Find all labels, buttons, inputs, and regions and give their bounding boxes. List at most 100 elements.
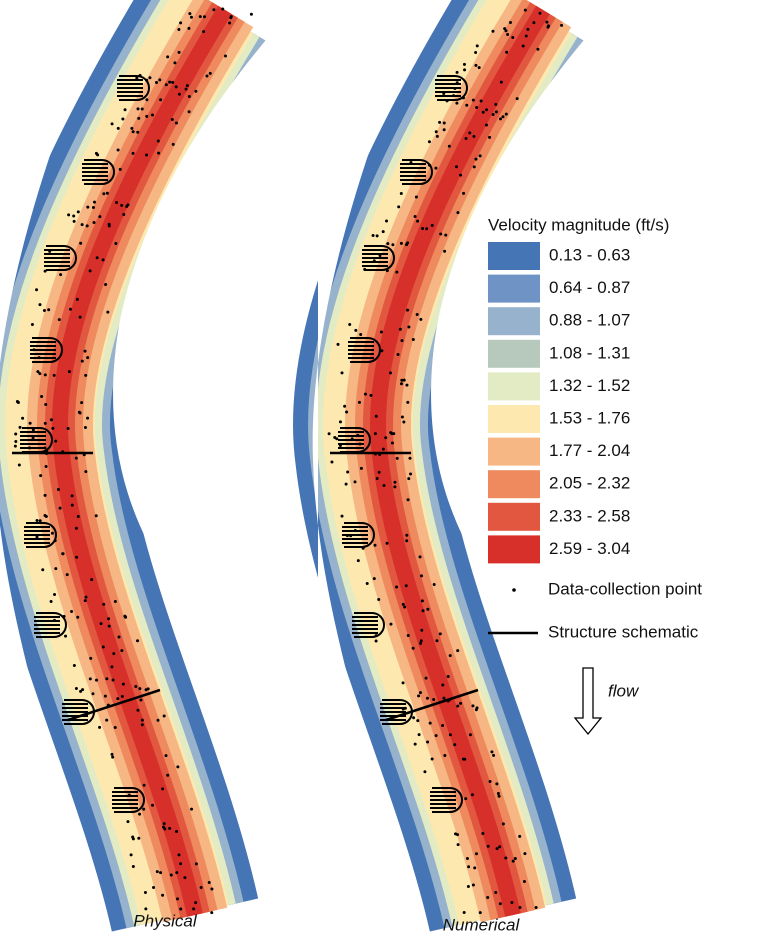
data-point (122, 683, 125, 686)
data-point (145, 115, 148, 118)
data-point (485, 108, 488, 111)
data-point (400, 382, 403, 385)
data-point (339, 420, 342, 423)
data-point (463, 63, 466, 66)
data-point (432, 698, 435, 701)
data-point (476, 44, 479, 47)
data-point (467, 885, 470, 888)
data-point (469, 733, 472, 736)
data-point (194, 901, 197, 904)
data-point (494, 891, 497, 894)
data-point (112, 679, 115, 682)
data-point (137, 837, 140, 840)
data-point (455, 102, 458, 105)
legend-swatch (488, 503, 540, 531)
data-point (76, 616, 79, 619)
data-point (378, 471, 381, 474)
data-point (145, 153, 148, 156)
data-point (402, 681, 405, 684)
data-point (75, 527, 78, 530)
data-point (524, 9, 527, 12)
data-point (391, 243, 394, 246)
data-point (414, 743, 417, 746)
data-point (59, 273, 62, 276)
data-point (111, 756, 114, 759)
data-point (108, 625, 111, 628)
data-point (499, 117, 502, 120)
data-point (456, 705, 459, 708)
data-point (420, 639, 423, 642)
data-point (67, 213, 70, 216)
data-point (166, 55, 169, 58)
data-point (72, 215, 75, 218)
data-point (405, 384, 408, 387)
data-point (179, 21, 182, 24)
data-point (428, 140, 431, 143)
data-point (75, 457, 78, 460)
data-point (425, 227, 428, 230)
data-point (66, 573, 69, 576)
data-point (84, 599, 87, 602)
data-point (80, 401, 83, 404)
data-point (494, 103, 497, 106)
data-point (401, 339, 404, 342)
data-point (177, 853, 180, 856)
data-point (375, 415, 378, 418)
data-point (77, 515, 80, 518)
data-point (443, 250, 446, 253)
data-point (79, 316, 82, 319)
data-point (132, 130, 135, 133)
data-point (81, 360, 84, 363)
data-point (538, 12, 541, 15)
data-point (472, 99, 475, 102)
data-point (491, 30, 494, 33)
data-point (412, 338, 415, 341)
data-point (463, 68, 466, 71)
data-point (409, 472, 412, 475)
data-point (357, 559, 360, 562)
data-point (412, 716, 415, 719)
data-point (328, 432, 331, 435)
data-point (126, 820, 129, 823)
data-point (442, 697, 445, 700)
data-point (172, 143, 175, 146)
data-point (417, 694, 420, 697)
data-point (487, 845, 490, 848)
data-point (402, 421, 405, 424)
data-point (456, 649, 459, 652)
data-point (163, 827, 166, 830)
data-point (400, 379, 403, 382)
data-point (212, 8, 215, 11)
data-point (449, 733, 452, 736)
data-point (39, 474, 42, 477)
data-point (175, 871, 178, 874)
data-point (179, 862, 182, 865)
legend-swatch (488, 535, 540, 563)
data-point (536, 48, 539, 51)
data-point (54, 567, 57, 570)
data-point (474, 51, 477, 54)
legend-swatch (488, 242, 540, 270)
data-point (84, 470, 87, 473)
data-point (443, 128, 446, 131)
data-point (84, 350, 87, 353)
data-point (456, 71, 459, 74)
data-point (187, 27, 190, 30)
data-point (73, 220, 76, 223)
data-point (498, 845, 501, 848)
data-point (425, 677, 428, 680)
data-point (210, 911, 213, 914)
data-point (134, 685, 137, 688)
data-point (475, 106, 478, 109)
data-point (532, 21, 535, 24)
data-point (421, 227, 424, 230)
data-point (104, 695, 107, 698)
data-point (114, 242, 117, 245)
data-point (526, 28, 529, 31)
data-point (364, 393, 367, 396)
data-point (421, 599, 424, 602)
data-point (38, 372, 41, 375)
legend-swatch (488, 372, 540, 400)
data-point (478, 66, 481, 69)
data-point (382, 484, 385, 487)
